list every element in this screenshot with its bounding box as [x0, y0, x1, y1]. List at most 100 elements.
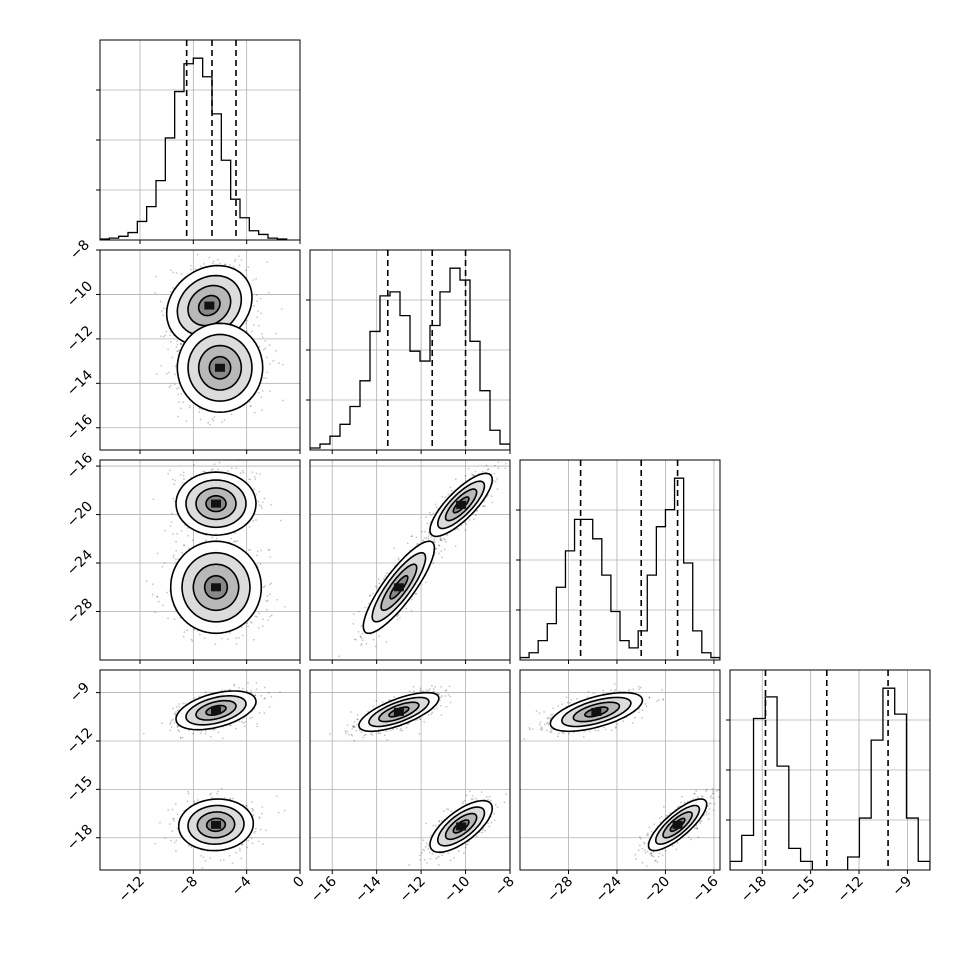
panel-frame [519, 459, 721, 661]
scatter-point [432, 539, 435, 542]
histogram-line [310, 267, 510, 450]
scatter-point [212, 419, 215, 422]
panel-r1-c0: −16−14−12−10−8 [64, 237, 301, 454]
scatter-point [240, 720, 243, 723]
scatter-point [440, 537, 443, 540]
scatter-point [484, 505, 486, 508]
scatter-point [425, 516, 427, 518]
scatter-point [180, 343, 183, 346]
scatter-point [169, 469, 171, 472]
scatter-point [263, 712, 266, 715]
scatter-point [255, 472, 258, 475]
scatter-point [176, 724, 179, 727]
scatter-point [169, 723, 172, 726]
scatter-point [252, 324, 255, 326]
scatter-point [397, 557, 400, 560]
scatter-point [145, 580, 148, 583]
scatter-point [258, 712, 261, 714]
scatter-point [246, 622, 249, 625]
scatter-point [203, 263, 206, 265]
scatter-point [269, 390, 272, 393]
scatter-point [361, 632, 364, 635]
density-mode-0 [175, 471, 257, 537]
scatter-point [427, 537, 430, 540]
scatter-point [267, 291, 270, 294]
scatter-point [338, 655, 341, 658]
scatter-point [378, 582, 381, 585]
scatter-point [439, 539, 442, 542]
scatter-point [447, 493, 450, 496]
scatter-point [160, 364, 163, 367]
scatter-point [171, 356, 174, 359]
scatter-point [156, 595, 159, 598]
panel-frame [99, 39, 301, 241]
scatter-point [162, 307, 165, 310]
scatter-point [208, 423, 211, 426]
scatter-point [424, 530, 426, 533]
scatter-point [473, 474, 476, 477]
scatter-point [177, 350, 179, 353]
scatter-point [241, 469, 244, 472]
panel-frame [309, 249, 511, 451]
scatter-point [264, 340, 267, 342]
scatter-point [229, 264, 232, 266]
scatter-point [240, 259, 243, 261]
panel-content [338, 460, 507, 658]
scatter-point [198, 411, 201, 413]
scatter-point [427, 535, 430, 538]
scatter-point [406, 542, 409, 545]
y-tick-label: −10 [64, 278, 96, 310]
scatter-point [170, 269, 172, 272]
scatter-point [255, 277, 257, 280]
scatter-point [221, 637, 224, 640]
scatter-point [172, 554, 175, 557]
scatter-point [494, 480, 497, 483]
scatter-point [216, 258, 219, 261]
scatter-point [467, 467, 470, 470]
scatter-point [256, 550, 259, 553]
scatter-point [220, 421, 223, 423]
scatter-point [260, 505, 262, 508]
scatter-point [422, 539, 424, 542]
scatter-point [227, 638, 229, 641]
panel-content [145, 460, 286, 646]
scatter-point [439, 539, 442, 541]
scatter-point [192, 539, 194, 542]
panel-grid [520, 460, 720, 660]
scatter-point [248, 400, 251, 403]
scatter-point [260, 312, 263, 315]
scatter-point [155, 275, 158, 278]
scatter-point [173, 483, 176, 485]
scatter-point [235, 467, 238, 470]
histogram-line [100, 57, 288, 240]
scatter-point [172, 556, 175, 559]
scatter-point [244, 322, 247, 325]
scatter-point [235, 642, 238, 645]
scatter-point [170, 521, 173, 523]
scatter-point [172, 287, 174, 289]
scatter-point [261, 409, 264, 412]
scatter-point [183, 544, 186, 547]
scatter-point [175, 540, 177, 543]
scatter-point [255, 493, 258, 496]
panel-content [154, 253, 284, 426]
scatter-point [450, 489, 453, 492]
scatter-point [176, 709, 179, 712]
scatter-point [410, 609, 413, 612]
scatter-point [352, 622, 355, 625]
scatter-point [167, 472, 170, 475]
scatter-point [176, 343, 179, 346]
scatter-point [352, 613, 355, 615]
scatter-point [262, 618, 264, 621]
scatter-point [213, 416, 216, 418]
scatter-point [247, 681, 249, 684]
scatter-point [266, 371, 269, 374]
y-tick-label: −12 [64, 323, 96, 355]
scatter-point [483, 505, 485, 507]
scatter-point [200, 732, 202, 734]
scatter-point [464, 474, 467, 477]
scatter-point [446, 534, 449, 536]
scatter-point [464, 521, 466, 524]
scatter-point [432, 512, 435, 515]
panel-content [142, 681, 286, 869]
